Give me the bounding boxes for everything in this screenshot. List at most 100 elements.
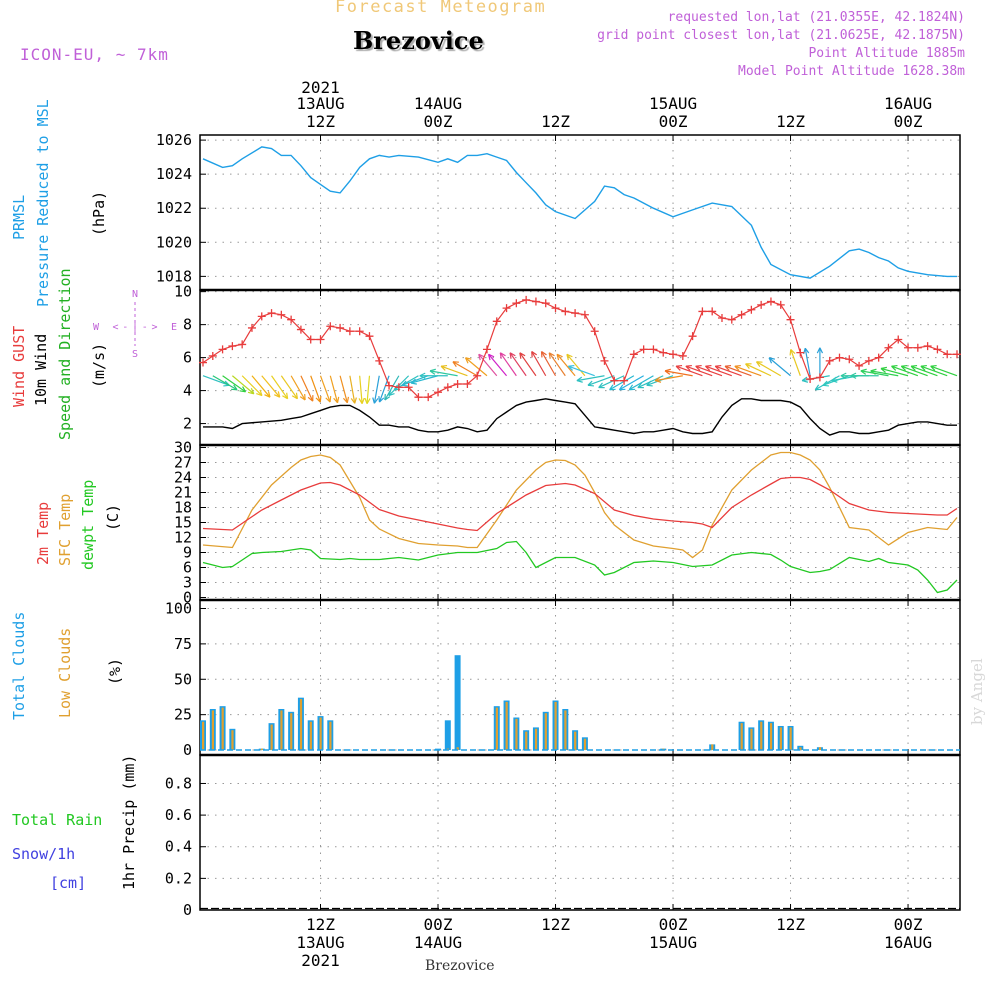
low-clouds-bar [554, 701, 557, 751]
wind-arrow-head [695, 364, 702, 367]
wind-arrow-head [930, 365, 936, 371]
temperature-ytick-label: 3 [183, 574, 192, 592]
wind-arrow-head [336, 396, 340, 403]
wind-arrow [768, 357, 791, 377]
precip-ytick-label: 0.4 [165, 838, 192, 856]
time-label-top: 15AUG [649, 94, 697, 113]
wind-arrow-head [388, 389, 392, 396]
low-clouds-bar [799, 747, 802, 751]
wind-arrow-head [609, 384, 614, 391]
wind-gust-marker [267, 309, 276, 318]
time-label-top: 12Z [776, 112, 805, 131]
wind-arrow [212, 375, 238, 391]
wind-arrow-head [724, 364, 732, 367]
wind-gust-marker [629, 350, 638, 359]
wind-gust-marker [199, 358, 207, 367]
wind-gust-marker [708, 307, 717, 316]
wind-arrow-head [920, 364, 927, 367]
wind-arrow-head [715, 364, 722, 367]
wind-gust-marker [698, 307, 707, 316]
wind-gust-marker [287, 315, 296, 324]
wind-arrow-head [840, 375, 847, 379]
wind-arrow [880, 367, 909, 377]
wind-arrow-head [264, 394, 271, 398]
wind-gust-marker [678, 351, 687, 360]
wind-gust-marker [580, 310, 589, 319]
time-label-bottom: 15AUG [649, 933, 697, 952]
wind-arrow-head [250, 388, 255, 394]
wind-arrow-head [870, 370, 876, 375]
low-clouds-bar [290, 713, 293, 751]
wind-arrow-head [499, 352, 502, 359]
precip-ytick-label: 0 [183, 901, 192, 919]
temp-dew-line [202, 540, 958, 594]
wind-arrow-head [911, 364, 918, 367]
wind-gust-marker [904, 343, 913, 352]
wind-arrow-head [452, 361, 457, 368]
wind-arrow [745, 363, 772, 377]
wind-arrow-head [685, 364, 692, 367]
wind-ytick-label: 4 [183, 382, 192, 400]
wind-gust-marker [874, 353, 883, 362]
low-clouds-bar [456, 747, 459, 751]
wind-arrow [261, 375, 281, 398]
time-label-top: 16AUG [884, 94, 932, 113]
precip-ytick-label: 0.6 [165, 806, 192, 824]
low-clouds-bar [202, 721, 205, 751]
low-clouds-bar [544, 713, 547, 751]
low-clouds-bar [270, 724, 273, 751]
wind-gust-marker [424, 393, 433, 402]
wind-arrow-head [366, 398, 371, 404]
wind-gust-marker [610, 376, 619, 385]
wind-arrow-head [379, 397, 385, 403]
wind-arrow [319, 375, 331, 403]
wind-gust-marker [238, 340, 247, 349]
wind-arrow-head [822, 380, 828, 386]
pressure-ytick-label: 1020 [156, 233, 192, 251]
wind-arrow-head [734, 365, 740, 371]
wind-arrow-head [850, 375, 857, 379]
wind-arrow-head [618, 384, 624, 391]
wind-gust-marker [864, 356, 873, 365]
wind-arrow-head [440, 365, 446, 371]
wind-arrow-head [429, 368, 436, 372]
wind-arrow-head [790, 349, 796, 355]
low-clouds-bar [534, 728, 538, 751]
wind-arrow [280, 375, 298, 400]
wind-arrow-head [891, 364, 898, 367]
wind-gust-marker [541, 299, 550, 308]
wind-arrow-head [576, 380, 583, 383]
wind-arrow-head [755, 361, 761, 368]
low-clouds-bar [740, 723, 743, 751]
wind-arrow [724, 365, 752, 377]
low-clouds-bar [769, 723, 773, 751]
panels: 1018102010221024102624681003691215182124… [156, 131, 961, 919]
wind-gust-label: Wind GUST [10, 326, 28, 407]
wind-arrow-head [654, 376, 661, 382]
wind-arrow-head [745, 363, 750, 369]
wind-gust-marker [561, 307, 570, 316]
low-clouds-bar [319, 717, 322, 751]
temperature-ytick-label: 21 [174, 484, 192, 502]
low-clouds-bar [760, 721, 763, 751]
wind-gust-marker [943, 350, 952, 359]
temperature-ytick-label: 0 [183, 589, 192, 607]
wind-arrow-head [242, 386, 247, 393]
wind-arrow [290, 375, 306, 401]
wind-arrow-head [342, 397, 348, 404]
wind-gust-marker [492, 317, 501, 326]
wind-arrow-head [566, 353, 573, 358]
low-clouds-bar [505, 701, 508, 751]
temperature-ytick-label: 6 [183, 559, 192, 577]
time-label-top: 00Z [894, 112, 923, 131]
temperature-ytick-label: 15 [174, 514, 192, 532]
wind-arrow-head [567, 365, 573, 371]
wind-arrow-head [675, 365, 681, 371]
precip-cm-label: [cm] [50, 874, 86, 892]
time-label-bottom: 2021 [301, 951, 340, 970]
wind-gust-marker [247, 323, 256, 332]
wind-arrow-head [822, 384, 830, 387]
wind-arrow-head [346, 396, 350, 403]
wind-unit-label: (m/s) [90, 343, 108, 388]
